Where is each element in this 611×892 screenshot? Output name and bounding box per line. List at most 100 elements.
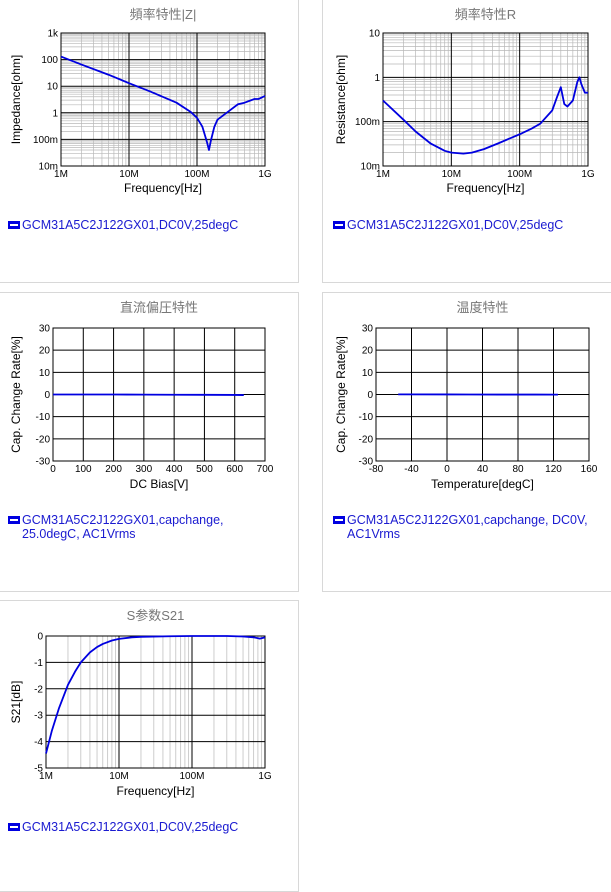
y-tick-label: 10m — [361, 162, 380, 173]
legend-swatch — [8, 516, 20, 524]
y-tick-label: 10 — [362, 368, 374, 379]
x-tick-label: 100 — [75, 464, 92, 475]
plot-frame — [383, 33, 588, 166]
major-grid — [46, 636, 265, 768]
x-tick-label: 100M — [507, 169, 532, 180]
legend-label: GCM31A5C2J122GX01,DC0V,25degC — [347, 218, 563, 232]
series-line — [61, 57, 265, 150]
x-tick-label: 100M — [179, 771, 204, 782]
y-axis-label: Impedance[ohm] — [9, 55, 23, 144]
major-grid — [383, 33, 588, 166]
legend-temperature: GCM31A5C2J122GX01,capchange, DC0V, AC1Vr… — [333, 513, 608, 541]
y-tick-label: -30 — [359, 457, 374, 468]
y-tick-label: -3 — [34, 711, 43, 722]
x-tick-label: 10M — [109, 771, 128, 782]
x-tick-label: 100M — [184, 169, 209, 180]
y-tick-label: 100m — [33, 135, 58, 146]
legend-label: GCM31A5C2J122GX01,DC0V,25degC — [22, 820, 238, 834]
legend-swatch — [8, 823, 20, 831]
y-axis-label: S21[dB] — [9, 681, 23, 724]
y-tick-label: 10 — [47, 82, 59, 93]
minor-grid — [68, 636, 262, 768]
legend-impedance: GCM31A5C2J122GX01,DC0V,25degC — [8, 218, 288, 232]
y-tick-label: 30 — [39, 324, 51, 335]
y-tick-label: 0 — [44, 390, 50, 401]
x-tick-label: 300 — [136, 464, 153, 475]
y-tick-label: 10 — [39, 368, 51, 379]
x-tick-label: 80 — [512, 464, 524, 475]
y-tick-label: -4 — [34, 737, 43, 748]
y-tick-label: 10 — [369, 29, 381, 40]
series-line — [46, 636, 265, 753]
y-tick-label: 1 — [374, 73, 380, 84]
y-tick-label: 20 — [362, 346, 374, 357]
chart-title: 直流偏圧特性 — [120, 300, 198, 315]
x-tick-label: 600 — [226, 464, 243, 475]
y-tick-label: 1 — [52, 108, 58, 119]
x-tick-label: 400 — [166, 464, 183, 475]
y-tick-label: -20 — [359, 434, 374, 445]
minor-grid — [383, 33, 588, 166]
chart-title: 頻率特性R — [455, 7, 516, 22]
y-tick-label: -20 — [36, 434, 51, 445]
chart-title: S参数S21 — [127, 608, 185, 623]
y-tick-label: 10m — [39, 162, 58, 173]
y-tick-label: 0 — [37, 632, 43, 643]
x-tick-label: 40 — [477, 464, 489, 475]
legend-resistance: GCM31A5C2J122GX01,DC0V,25degC — [333, 218, 605, 232]
x-tick-label: 700 — [257, 464, 274, 475]
legend-s21: GCM31A5C2J122GX01,DC0V,25degC — [8, 820, 288, 834]
y-tick-label: 0 — [367, 390, 373, 401]
legend-label: GCM31A5C2J122GX01,DC0V,25degC — [22, 218, 238, 232]
legend-swatch — [333, 221, 345, 229]
x-axis-label: DC Bias[V] — [130, 477, 189, 491]
x-tick-label: 500 — [196, 464, 213, 475]
plot-frame — [61, 33, 265, 166]
y-tick-label: 1k — [47, 29, 59, 40]
x-tick-label: 10M — [442, 169, 461, 180]
y-tick-label: 30 — [362, 324, 374, 335]
y-tick-label: -5 — [34, 764, 43, 775]
x-tick-label: 120 — [545, 464, 562, 475]
series-line — [383, 77, 588, 153]
legend-swatch — [8, 221, 20, 229]
chart-title: 温度特性 — [456, 300, 508, 315]
y-tick-label: 20 — [39, 346, 51, 357]
minor-grid — [61, 33, 265, 166]
series-line — [53, 395, 244, 396]
y-axis-label: Cap. Change Rate[%] — [9, 336, 23, 453]
y-tick-label: 100m — [355, 117, 380, 128]
x-axis-label: Temperature[degC] — [431, 477, 534, 491]
x-tick-label: 0 — [50, 464, 56, 475]
x-tick-label: 10M — [119, 169, 138, 180]
y-tick-label: -1 — [34, 658, 43, 669]
y-tick-label: -30 — [36, 457, 51, 468]
legend-label: GCM31A5C2J122GX01,capchange, DC0V, AC1Vr… — [347, 513, 608, 541]
x-tick-label: 0 — [444, 464, 450, 475]
chart-title: 頻率特性|Z| — [130, 7, 197, 22]
legend-swatch — [333, 516, 345, 524]
y-tick-label: 100 — [41, 55, 58, 66]
y-tick-label: -10 — [36, 412, 51, 423]
x-tick-label: 1G — [581, 169, 595, 180]
x-tick-label: 160 — [581, 464, 598, 475]
x-tick-label: 1G — [258, 771, 272, 782]
y-tick-label: -2 — [34, 684, 43, 695]
plot-frame — [46, 636, 265, 768]
x-axis-label: Frequency[Hz] — [446, 181, 524, 195]
legend-dcbias: GCM31A5C2J122GX01,capchange, 25.0degC, A… — [8, 513, 256, 541]
legend-label: GCM31A5C2J122GX01,capchange, 25.0degC, A… — [22, 513, 256, 541]
x-axis-label: Frequency[Hz] — [124, 181, 202, 195]
x-axis-label: Frequency[Hz] — [116, 784, 194, 798]
y-tick-label: -10 — [359, 412, 374, 423]
y-axis-label: Resistance[ohm] — [334, 55, 348, 144]
